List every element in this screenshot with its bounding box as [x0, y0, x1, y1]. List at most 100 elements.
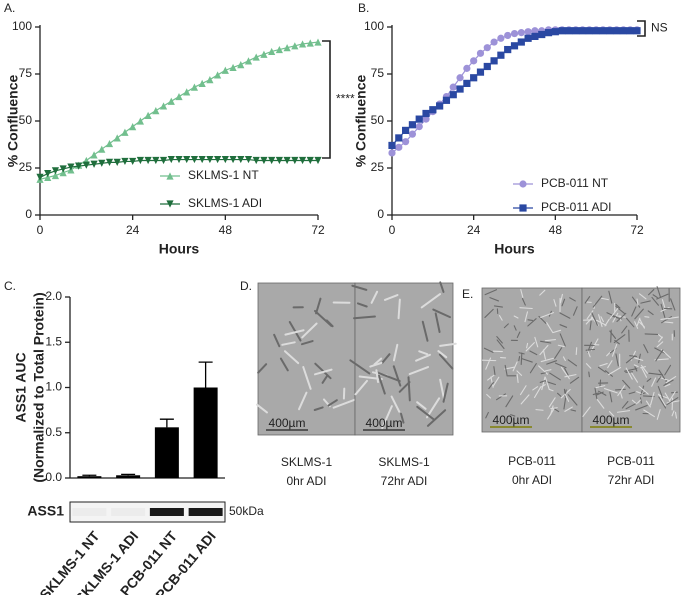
marker — [408, 121, 417, 129]
marker — [619, 27, 627, 35]
image-background — [257, 282, 356, 436]
cell — [655, 349, 664, 362]
marker — [221, 155, 229, 164]
scale-bar-label: 400µm — [493, 413, 530, 427]
marker — [113, 158, 121, 166]
cell — [609, 307, 619, 319]
cell — [538, 315, 547, 324]
cell — [490, 376, 494, 388]
marker — [214, 155, 222, 164]
cell — [597, 390, 607, 396]
cell — [548, 388, 554, 392]
marker — [415, 115, 423, 123]
cell — [516, 370, 523, 376]
marker — [90, 160, 98, 168]
marker — [606, 27, 614, 35]
cell — [665, 376, 677, 384]
cell — [383, 294, 399, 301]
cell — [392, 365, 402, 387]
marker — [144, 111, 152, 119]
image-background — [354, 282, 454, 436]
cell — [621, 325, 628, 334]
marker — [252, 156, 260, 165]
marker — [626, 27, 634, 35]
marker — [229, 63, 237, 72]
micrograph: 400µm — [581, 286, 681, 433]
cell — [595, 398, 605, 409]
marker — [113, 134, 121, 142]
marker — [175, 155, 183, 164]
image-caption: SKLMS-1 — [281, 455, 333, 469]
error-bar — [159, 418, 174, 428]
marker — [314, 38, 322, 46]
cell — [505, 395, 514, 408]
marker — [252, 53, 260, 61]
significance: NS — [651, 21, 668, 35]
marker — [44, 173, 52, 181]
x-axis-label: Hours — [494, 241, 535, 257]
cell — [625, 355, 636, 364]
bar — [77, 476, 102, 478]
bracket — [322, 40, 331, 159]
marker — [633, 27, 641, 35]
cell — [545, 380, 556, 386]
cell — [619, 391, 623, 399]
cell — [273, 333, 281, 348]
marker — [283, 156, 291, 165]
cell — [649, 391, 655, 406]
marker — [237, 155, 245, 164]
cell — [420, 293, 442, 309]
cell — [415, 353, 431, 362]
marker — [51, 167, 60, 175]
cell — [327, 399, 338, 407]
cell — [582, 406, 591, 418]
cell — [609, 330, 617, 339]
marker — [483, 44, 491, 52]
cell — [535, 409, 544, 411]
marker — [183, 155, 191, 164]
cell — [640, 300, 651, 304]
cell — [658, 336, 663, 343]
cell — [516, 331, 521, 338]
x-tick-label: 24 — [467, 223, 481, 237]
cell — [510, 414, 516, 417]
cell — [612, 312, 619, 323]
cell — [408, 366, 430, 376]
cell — [640, 392, 646, 396]
cell — [538, 365, 549, 375]
cell — [493, 366, 496, 376]
cell — [516, 373, 519, 384]
bracket — [637, 20, 646, 37]
cell — [664, 364, 672, 376]
cell — [492, 376, 500, 387]
cell — [434, 312, 441, 334]
cell — [607, 360, 613, 369]
cell — [559, 333, 566, 347]
cell — [496, 339, 505, 350]
cell — [518, 355, 521, 362]
cell — [281, 341, 296, 346]
marker — [291, 156, 299, 165]
marker — [599, 27, 607, 35]
cell — [646, 377, 652, 382]
cell — [621, 400, 629, 409]
marker — [67, 163, 75, 171]
cell — [644, 316, 650, 318]
cell — [438, 353, 454, 370]
cell — [617, 385, 626, 397]
cell — [647, 289, 655, 296]
cell — [656, 286, 662, 298]
marker — [422, 109, 430, 118]
marker — [531, 27, 539, 35]
marker — [90, 151, 98, 159]
cell — [608, 366, 622, 376]
marker — [558, 27, 566, 35]
cell — [584, 296, 591, 304]
cell — [407, 376, 411, 402]
cell — [513, 325, 517, 331]
cell — [603, 388, 618, 394]
cell — [499, 315, 503, 321]
x-tick-label: 72 — [630, 223, 644, 237]
marker — [105, 139, 114, 148]
marker — [531, 32, 539, 40]
